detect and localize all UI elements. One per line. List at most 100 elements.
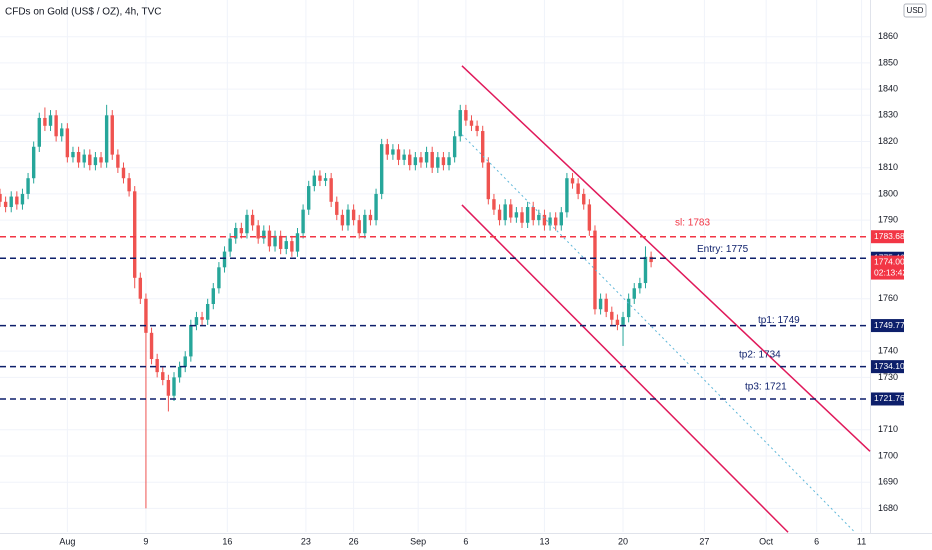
candle-body — [452, 136, 457, 158]
candle-body — [0, 193, 2, 202]
channel-line — [461, 134, 856, 533]
candle-body — [295, 233, 300, 252]
level-annotation: tp3: 1721 — [745, 382, 787, 393]
level-annotation: tp2: 1734 — [739, 349, 781, 360]
candle-body — [374, 193, 378, 221]
candle-body — [284, 241, 288, 249]
candle-body — [615, 319, 620, 325]
candle-body — [531, 207, 535, 221]
candle-body — [205, 304, 210, 320]
candle-body — [396, 149, 401, 160]
candle-body — [273, 235, 277, 247]
candle-body — [368, 214, 373, 221]
candle-body — [250, 214, 255, 226]
candle-body — [351, 209, 356, 221]
candle-body — [60, 128, 64, 137]
candle-body — [458, 110, 462, 137]
level-annotation: Entry: 1775 — [697, 244, 749, 255]
candle-body — [65, 128, 70, 158]
x-tick-label: Sep — [410, 536, 426, 546]
candle-body — [576, 183, 580, 194]
candle-body — [54, 115, 58, 137]
candle-body — [222, 251, 227, 268]
candle-body — [469, 120, 474, 126]
y-tick-label: 1830 — [878, 110, 898, 120]
price-label-box — [871, 230, 904, 244]
candle-body — [329, 178, 333, 202]
candle-body — [649, 256, 653, 263]
candle-body — [200, 317, 204, 320]
candle-body — [245, 214, 249, 234]
candle-body — [447, 157, 451, 166]
x-tick-label: 27 — [699, 536, 709, 546]
level-annotation: sl: 1783 — [675, 217, 710, 228]
candle-body — [88, 154, 92, 166]
currency-box — [903, 3, 927, 18]
candle-body — [267, 230, 272, 247]
x-tick-label: 26 — [349, 536, 359, 546]
candle-body — [385, 144, 389, 155]
level-annotation: tp1: 1749 — [758, 315, 800, 326]
x-tick-label: 13 — [539, 536, 549, 546]
candle-body — [161, 372, 165, 380]
y-tick-label: 1760 — [878, 293, 898, 303]
candle-body — [559, 212, 563, 226]
x-tick-label: 9 — [143, 536, 148, 546]
candle-body — [604, 298, 608, 312]
y-tick-label: 1820 — [878, 136, 898, 146]
candle-body — [144, 298, 148, 333]
candle-body — [509, 204, 513, 218]
current-price-box — [871, 255, 904, 280]
candle-body — [228, 238, 232, 252]
candle-body — [464, 110, 468, 121]
candle-body — [127, 178, 131, 192]
x-tick-label: Aug — [59, 536, 75, 546]
candle-body — [211, 288, 215, 304]
candle-body — [149, 332, 154, 360]
y-tick-label: 1680 — [878, 503, 898, 513]
candle-body — [71, 152, 75, 158]
candle-body — [492, 199, 496, 210]
candle-body — [110, 115, 114, 155]
candle-body — [217, 267, 221, 289]
candle-body — [234, 228, 238, 239]
x-tick-label: 16 — [222, 536, 232, 546]
currency-label: USD — [907, 6, 924, 15]
y-tick-label: 1800 — [878, 188, 898, 198]
y-tick-label: 1690 — [878, 477, 898, 487]
candle-body — [312, 175, 317, 187]
candle-body — [335, 201, 339, 215]
current-price-label: 1774.00 — [874, 256, 905, 266]
candle-body — [166, 380, 171, 396]
candle-body — [419, 157, 423, 163]
price-label-box — [871, 319, 904, 333]
candle-body — [357, 220, 361, 234]
y-tick-label: 1850 — [878, 57, 898, 67]
candle-body — [565, 178, 569, 213]
candle-body — [189, 324, 193, 357]
candle-body — [133, 191, 137, 278]
candle-body — [172, 377, 176, 396]
price-label: 1783.68 — [874, 231, 905, 241]
candle-body — [587, 204, 592, 231]
price-label: 1749.77 — [874, 320, 905, 330]
candle-body — [582, 193, 586, 205]
candle-body — [632, 288, 636, 299]
price-label: 1734.10 — [874, 361, 905, 371]
x-tick-label: 6 — [814, 536, 819, 546]
candle-body — [481, 131, 485, 163]
candle-body — [379, 144, 384, 194]
candle-body — [138, 277, 143, 299]
price-label: 1721.76 — [874, 393, 905, 403]
candle-body — [525, 207, 530, 223]
y-tick-label: 1700 — [878, 450, 898, 460]
candle-body — [363, 214, 367, 234]
candle-body — [121, 167, 126, 179]
candle-body — [31, 146, 36, 179]
candle-body — [570, 178, 575, 184]
candle-body — [177, 366, 182, 378]
candle-body — [514, 212, 519, 218]
x-tick-label: 23 — [301, 536, 311, 546]
x-tick-label: Oct — [759, 536, 774, 546]
